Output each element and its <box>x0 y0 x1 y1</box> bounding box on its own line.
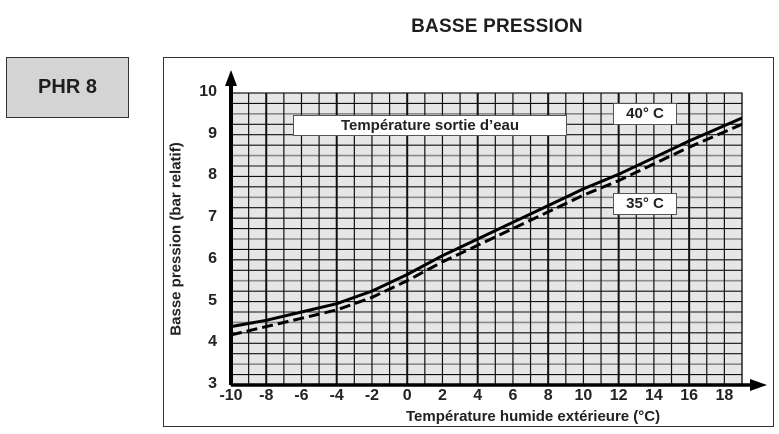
y-tick-label: 6 <box>208 249 217 267</box>
y-tick-label: 8 <box>208 166 217 184</box>
x-axis-label: Température humide extérieure (°C) <box>406 408 661 425</box>
series-35c-line <box>230 122 743 337</box>
x-tick-label: -6 <box>294 387 309 404</box>
legend-title: Température sortie d’eau <box>293 115 567 136</box>
x-tick-label: -4 <box>329 387 344 404</box>
x-tick-label: 18 <box>715 387 734 404</box>
x-tick-label: 10 <box>574 387 593 404</box>
x-tick-label: 14 <box>644 387 663 404</box>
x-tick-label: -10 <box>219 387 243 404</box>
y-axis-label: Basse pression (bar relatif) <box>166 93 186 385</box>
x-tick-label: 2 <box>437 387 447 404</box>
x-tick-label: 8 <box>543 387 553 404</box>
chart-title: BASSE PRESSION <box>411 16 583 37</box>
x-tick-label: 12 <box>609 387 628 404</box>
series-label-40c: 40° C <box>613 103 677 125</box>
y-tick-label: 10 <box>199 83 217 100</box>
series-40c-line <box>230 116 743 329</box>
y-axis-label-text: Basse pression (bar relatif) <box>167 142 185 336</box>
y-tick-label: 5 <box>208 291 217 309</box>
y-tick-label: 3 <box>208 375 217 392</box>
y-tick-label: 4 <box>208 333 217 351</box>
series-label-35c: 35° C <box>613 193 677 215</box>
x-tick-label: 6 <box>508 387 518 404</box>
y-tick-label: 7 <box>208 208 217 226</box>
x-tick-label: -2 <box>364 387 380 404</box>
x-tick-label: 4 <box>473 387 483 404</box>
model-label: PHR 8 <box>6 57 129 118</box>
x-tick-label: 16 <box>680 387 699 404</box>
x-tick-label: 0 <box>402 387 412 404</box>
x-tick-label: -8 <box>259 387 274 404</box>
y-tick-label: 9 <box>208 124 217 142</box>
